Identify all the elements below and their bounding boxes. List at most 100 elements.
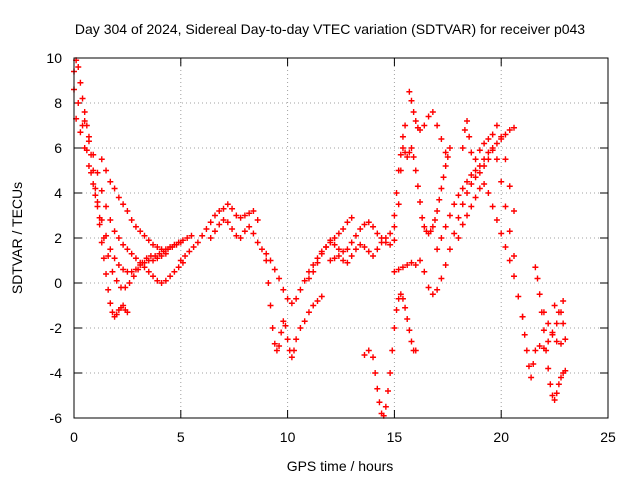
data-point xyxy=(551,397,558,403)
data-point xyxy=(246,210,253,217)
data-point xyxy=(489,131,496,138)
data-point xyxy=(92,185,99,192)
data-point xyxy=(468,172,475,178)
data-point xyxy=(551,302,558,309)
x-tick-label: 0 xyxy=(70,429,78,445)
data-point xyxy=(532,347,539,354)
data-point xyxy=(331,235,338,241)
data-point xyxy=(472,167,479,174)
data-point xyxy=(103,232,110,239)
data-point xyxy=(402,304,409,311)
data-point xyxy=(429,109,436,115)
y-axis-label: SDTVAR / TECUs xyxy=(9,182,25,294)
data-point xyxy=(485,190,492,196)
data-point xyxy=(190,244,197,250)
data-point xyxy=(425,113,432,120)
data-point xyxy=(267,302,274,309)
data-point xyxy=(177,257,184,264)
data-point xyxy=(141,264,148,271)
data-point xyxy=(387,241,394,248)
data-point xyxy=(331,241,338,248)
data-point xyxy=(562,367,569,374)
data-point xyxy=(162,246,169,253)
data-point xyxy=(412,167,419,174)
data-point xyxy=(489,145,496,151)
data-point xyxy=(446,212,453,219)
data-point xyxy=(94,199,101,205)
data-point xyxy=(297,286,304,293)
data-point xyxy=(103,271,110,277)
data-point xyxy=(436,196,443,203)
data-point xyxy=(348,253,355,259)
data-point xyxy=(284,336,291,343)
data-point xyxy=(284,295,291,302)
data-point xyxy=(370,253,377,259)
data-points xyxy=(71,57,569,419)
data-point xyxy=(530,361,537,367)
data-point xyxy=(111,255,118,262)
data-point xyxy=(340,226,347,232)
data-point xyxy=(273,347,280,354)
data-point xyxy=(216,221,223,228)
data-point xyxy=(109,309,116,316)
data-point xyxy=(472,174,479,181)
data-point xyxy=(493,156,500,163)
data-point xyxy=(115,194,122,201)
data-point xyxy=(318,293,325,300)
data-point xyxy=(485,149,492,156)
data-point xyxy=(468,149,475,156)
data-point xyxy=(162,277,169,284)
data-point xyxy=(408,97,415,104)
data-point xyxy=(404,316,411,322)
data-point xyxy=(199,232,206,239)
data-point xyxy=(429,291,436,298)
data-point xyxy=(393,190,400,196)
data-point xyxy=(280,286,287,293)
data-point xyxy=(361,352,368,358)
data-point xyxy=(459,221,466,228)
data-point xyxy=(536,291,543,298)
data-point xyxy=(145,268,152,275)
data-point xyxy=(105,253,112,259)
data-point xyxy=(493,122,500,129)
data-point xyxy=(387,230,394,237)
data-point xyxy=(263,257,270,264)
data-point xyxy=(100,255,107,262)
data-point xyxy=(340,248,347,255)
data-point xyxy=(515,293,522,300)
data-point xyxy=(399,133,406,140)
data-point xyxy=(389,347,396,354)
data-point xyxy=(498,178,505,185)
data-point xyxy=(442,149,449,156)
data-point xyxy=(545,320,552,327)
data-point xyxy=(271,266,278,273)
data-point xyxy=(132,223,139,230)
data-point xyxy=(408,259,415,266)
data-point xyxy=(536,343,543,349)
data-point xyxy=(310,262,317,268)
y-tick-label: -2 xyxy=(50,320,63,336)
data-point xyxy=(98,217,105,223)
data-point xyxy=(455,235,462,241)
data-point xyxy=(361,244,368,250)
data-point xyxy=(154,277,161,284)
data-point xyxy=(553,338,560,345)
data-point xyxy=(476,169,483,176)
data-point xyxy=(361,221,368,228)
data-point xyxy=(77,79,84,86)
data-point xyxy=(493,140,500,147)
data-point xyxy=(297,325,304,331)
data-point xyxy=(335,246,342,253)
data-point xyxy=(489,203,496,210)
data-point xyxy=(444,154,451,160)
data-point xyxy=(555,381,562,388)
data-point xyxy=(314,259,321,266)
data-point xyxy=(224,201,231,208)
data-point xyxy=(130,273,137,280)
data-point xyxy=(348,214,355,221)
data-point xyxy=(124,309,131,316)
y-tick-label: 8 xyxy=(54,95,62,111)
data-point xyxy=(203,226,210,232)
data-point xyxy=(397,291,404,298)
data-point xyxy=(404,262,411,268)
